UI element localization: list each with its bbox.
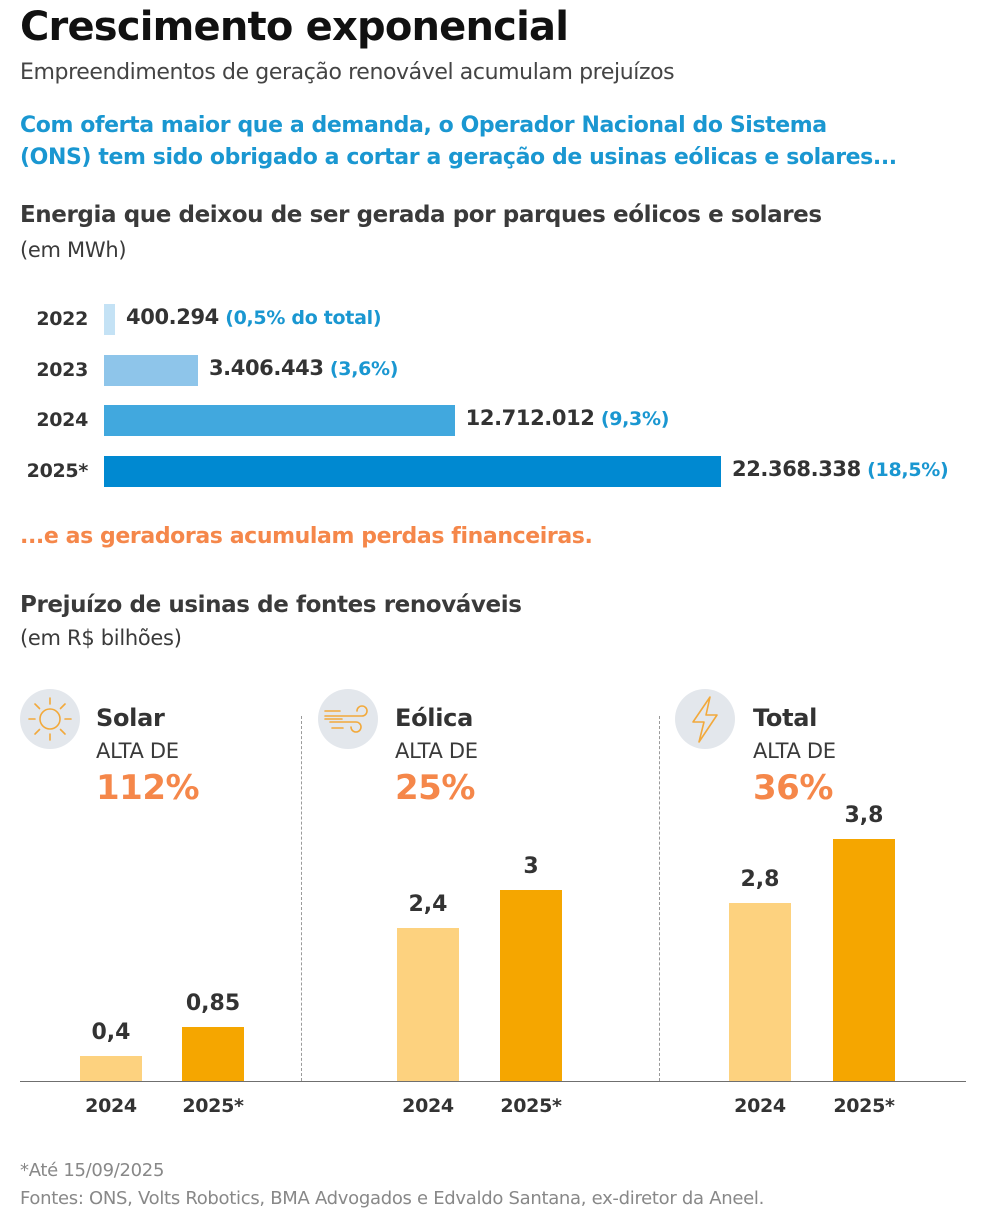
vbar-value-label: 0,85 (185, 990, 241, 1016)
growth-value: 36% (753, 768, 833, 808)
growth-value: 112% (96, 768, 200, 808)
group-name: Eólica (395, 704, 473, 732)
group-divider (301, 716, 302, 1081)
vbar-value-label: 2,8 (740, 866, 780, 892)
sun-icon (20, 689, 80, 749)
vbar-solar-2025 (182, 1026, 244, 1081)
hbar-chart-unit: (em MWh) (20, 238, 127, 262)
hbar-category-label: 2023 (36, 359, 88, 381)
vbar-chart-unit: (em R$ bilhões) (20, 626, 182, 650)
vbar-solar-2024 (80, 1055, 142, 1081)
hbar-share: (18,5%) (860, 459, 949, 481)
vbar-eolica-2024 (397, 928, 459, 1081)
hbar-value: 12.712.012 (465, 406, 595, 430)
group-name: Total (753, 704, 818, 732)
transition-text: ...e as geradoras acumulam perdas financ… (20, 524, 593, 549)
footnote: *Até 15/09/2025 (20, 1160, 165, 1181)
growth-prefix: ALTA DE (96, 739, 179, 763)
hbar-value: 3.406.443 (208, 356, 324, 380)
hbar-data-label: 12.712.012 (9,3%) (465, 406, 670, 430)
hbar-2022 (104, 304, 116, 335)
hbar-data-label: 22.368.338 (18,5%) (732, 457, 949, 481)
vbar-value-label: 0,4 (91, 1019, 131, 1045)
hbar-share: (0,5% do total) (218, 307, 382, 329)
hbar-category-label: 2022 (36, 308, 88, 330)
hbar-value: 22.368.338 (732, 457, 861, 481)
hbar-category-label: 2025* (26, 460, 89, 482)
hbar-share: (9,3%) (594, 408, 670, 430)
hbar-category-label: 2024 (36, 409, 88, 431)
x-tick-label: 2025* (500, 1095, 562, 1117)
x-tick-label: 2025* (182, 1095, 244, 1117)
vbar-value-label: 2,4 (408, 892, 448, 918)
growth-prefix: ALTA DE (753, 739, 836, 763)
vbar-value-label: 3,8 (844, 802, 884, 828)
hbar-data-label: 3.406.443 (3,6%) (208, 356, 399, 380)
lightning-icon (675, 689, 735, 749)
x-tick-label: 2024 (734, 1095, 786, 1117)
vbar-chart-title: Prejuízo de usinas de fontes renováveis (20, 592, 522, 618)
growth-value: 25% (395, 768, 475, 808)
hbar-2023 (104, 355, 198, 386)
page-title: Crescimento exponencial (20, 4, 569, 50)
x-tick-label: 2024 (402, 1095, 454, 1117)
group-name: Solar (96, 704, 165, 732)
page-subtitle: Empreendimentos de geração renovável acu… (20, 60, 675, 85)
lead-line-1: Com oferta maior que a demanda, o Operad… (20, 113, 827, 138)
wind-icon (318, 689, 378, 749)
hbar-chart-title: Energia que deixou de ser gerada por par… (20, 202, 822, 228)
hbar-data-label: 400.294 (0,5% do total) (126, 305, 381, 329)
hbar-2024 (104, 405, 455, 436)
x-tick-label: 2025* (833, 1095, 895, 1117)
vbar-total-2024 (729, 902, 791, 1081)
lead-text: Com oferta maior que a demanda, o Operad… (20, 110, 897, 174)
vbar-eolica-2025 (500, 889, 562, 1081)
lead-line-2: (ONS) tem sido obrigado a cortar a geraç… (20, 145, 897, 170)
hbar-share: (3,6%) (323, 358, 399, 380)
hbar-value: 400.294 (126, 305, 219, 329)
x-tick-label: 2024 (85, 1095, 137, 1117)
x-axis-baseline (20, 1081, 966, 1082)
vbar-value-label: 3 (523, 853, 539, 879)
vbar-total-2025 (833, 838, 895, 1081)
group-divider (659, 716, 660, 1081)
hbar-2025 (104, 456, 721, 487)
growth-prefix: ALTA DE (395, 739, 478, 763)
sources: Fontes: ONS, Volts Robotics, BMA Advogad… (20, 1188, 764, 1209)
